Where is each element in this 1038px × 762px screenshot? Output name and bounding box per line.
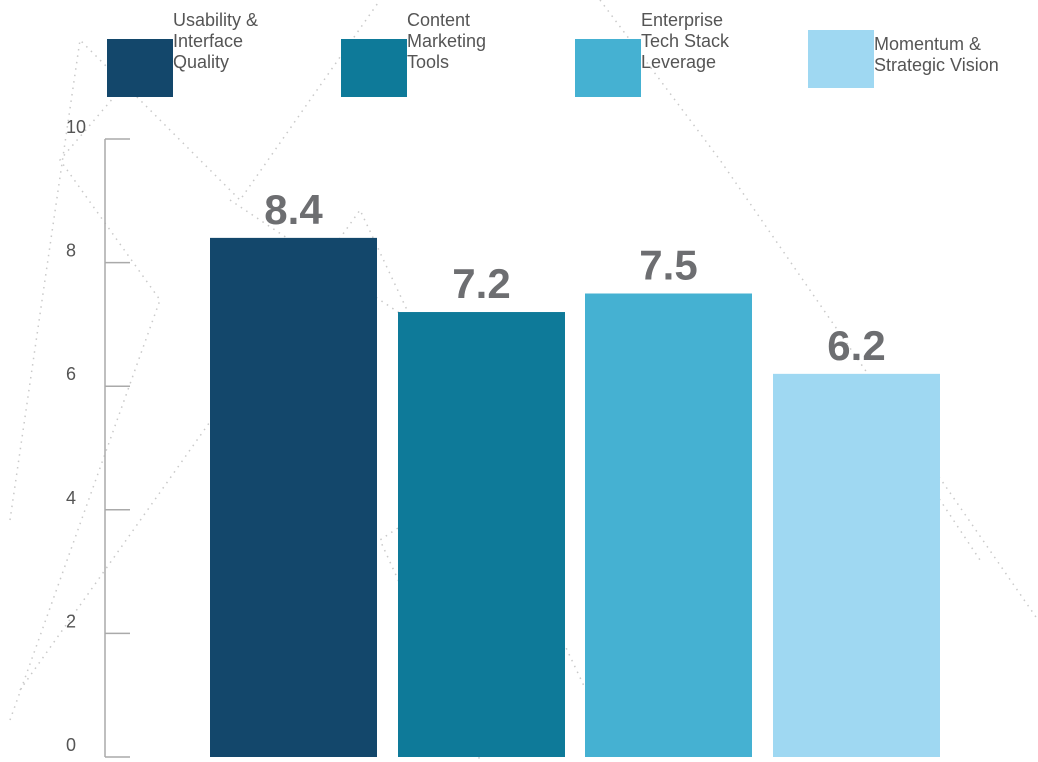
y-axis: 0 2 4 6 8 10 <box>66 117 130 758</box>
bar <box>585 293 752 757</box>
legend-swatch <box>808 30 874 88</box>
legend-item: Usability & Interface Quality <box>107 10 258 97</box>
legend-swatch <box>575 39 641 97</box>
bar-value-label: 6.2 <box>827 322 885 369</box>
legend-item: Momentum & Strategic Vision <box>808 8 999 88</box>
y-tick-label: 0 <box>66 735 76 755</box>
legend: Usability & Interface Quality Content Mar… <box>0 0 1038 110</box>
bar-value-label: 7.2 <box>452 260 510 307</box>
legend-label: Usability & Interface Quality <box>173 10 259 72</box>
legend-label: Momentum & Strategic Vision <box>874 34 999 75</box>
bar <box>398 312 565 757</box>
bar <box>210 237 377 757</box>
legend-item: Content Marketing Tools <box>341 10 486 97</box>
y-tick-label: 2 <box>66 611 76 631</box>
legend-swatch <box>107 39 173 97</box>
bar-value-label: 8.4 <box>264 186 323 233</box>
y-tick-label: 10 <box>66 117 86 137</box>
bars <box>210 237 940 757</box>
y-tick-label: 4 <box>66 488 76 508</box>
y-tick-label: 6 <box>66 364 76 384</box>
value-labels: 8.4 7.2 7.5 6.2 <box>264 186 885 369</box>
legend-label: Content Marketing Tools <box>407 10 487 72</box>
legend-label: Enterprise Tech Stack Leverage <box>641 10 730 72</box>
bar-value-label: 7.5 <box>639 242 697 289</box>
bar <box>773 373 940 757</box>
legend-swatch <box>341 39 407 97</box>
y-tick-label: 8 <box>66 241 76 261</box>
legend-item: Enterprise Tech Stack Leverage <box>575 10 729 97</box>
